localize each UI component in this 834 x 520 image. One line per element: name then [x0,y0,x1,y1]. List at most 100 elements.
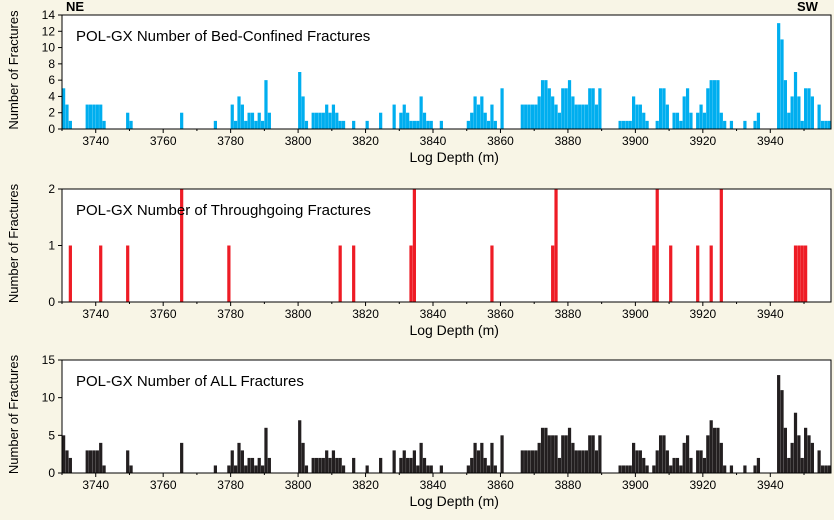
bar [244,121,247,129]
bar [89,450,92,473]
bar [180,443,183,473]
bar [332,450,335,473]
bar [379,458,382,473]
bar [713,80,716,129]
bar [527,450,530,473]
bar [743,465,746,473]
bar [578,450,581,473]
bar [544,428,547,473]
bar [710,420,713,473]
bar [558,113,561,129]
bar [268,458,271,473]
x-tick-label: 3760 [150,478,177,492]
bar [409,458,412,473]
bar [716,80,719,129]
bar [416,465,419,473]
bar [689,113,692,129]
x-tick-label: 3740 [82,134,109,148]
bar [632,443,635,473]
bar [258,113,261,129]
bar [126,113,129,129]
bar [69,458,72,473]
bar [214,465,217,473]
bar [753,465,756,473]
bar [342,121,345,129]
bar [335,458,338,473]
bar [706,88,709,129]
bar [568,80,571,129]
bar [777,23,780,129]
bar [818,105,821,129]
bar [409,246,412,303]
bar [96,450,99,473]
bar [494,121,497,129]
y-tick-label: 15 [42,353,56,367]
bar [652,465,655,473]
bar [581,450,584,473]
bar [794,413,797,473]
y-tick-label: 6 [48,73,55,87]
bar [416,121,419,129]
bar [585,450,588,473]
bar [541,80,544,129]
bar [558,458,561,473]
bar [720,113,723,129]
bar [571,96,574,129]
y-tick-label: 0 [48,122,55,136]
bar [102,465,105,473]
bar [332,105,335,129]
bar [659,88,662,129]
bar [534,450,537,473]
bar [699,105,702,129]
bar [723,465,726,473]
bar [538,443,541,473]
chart-panel-1: 0 2 4 6 8 10 12 14 3740 3760 3780 3800 3820 3840 3860 3… [6,8,831,165]
bar [126,246,129,303]
bar [581,105,584,129]
bar [662,435,665,473]
y-tick-label: 10 [42,391,56,405]
bar [720,189,723,302]
bar [565,88,568,129]
bar [571,443,574,473]
x-tick-label: 3860 [487,478,514,492]
bar [301,443,304,473]
bar [807,435,810,473]
bar [339,121,342,129]
bar [339,458,342,473]
x-tick-label: 3920 [689,478,716,492]
bar [524,105,527,129]
bar [639,105,642,129]
bar [423,113,426,129]
bar [318,113,321,129]
bar [248,113,251,129]
bar [730,121,733,129]
x-tick-label: 3920 [689,307,716,321]
bar [706,435,709,473]
bar [89,105,92,129]
bar [251,458,254,473]
bar [477,105,480,129]
bar [86,450,89,473]
bar [635,450,638,473]
bar [659,435,662,473]
chart-panel-3: 0 5 10 15 3740 3760 3780 3800 3820 3840 3860 3880 39… [6,353,831,509]
corner-label-sw: SW [797,0,819,14]
bar [551,435,554,473]
bar [753,121,756,129]
bar [254,465,257,473]
bar [69,246,72,303]
bar [399,113,402,129]
x-tick-label: 3860 [487,307,514,321]
bar [328,458,331,473]
bar [406,113,409,129]
bar [325,450,328,473]
y-tick-label: 14 [42,8,56,22]
bar [561,88,564,129]
bar [696,450,699,473]
bar [234,465,237,473]
bar [96,105,99,129]
bar [379,113,382,129]
bar [791,443,794,473]
